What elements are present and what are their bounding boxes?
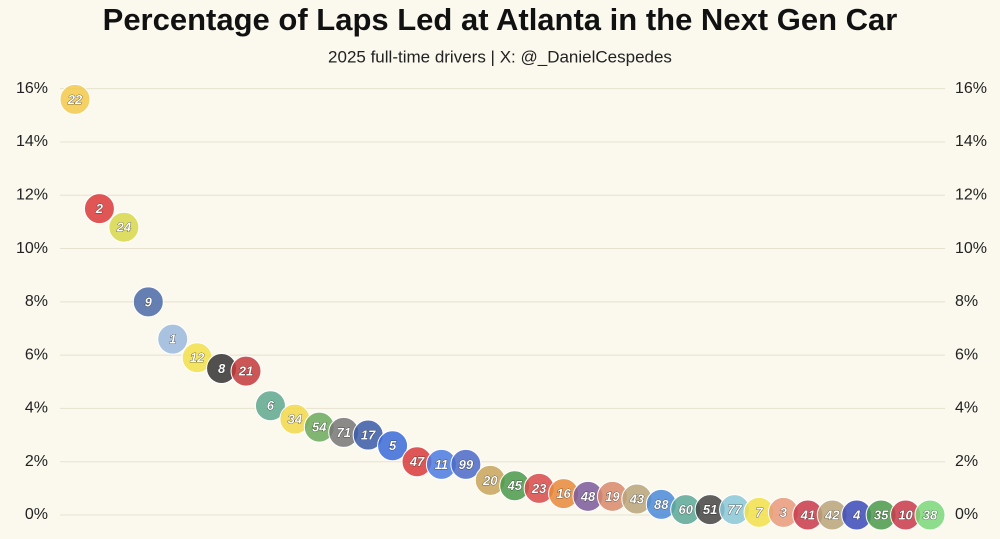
y-tick-label-right: 4%	[955, 400, 978, 417]
point-label: 35	[874, 507, 889, 522]
y-tick-label: 16%	[16, 80, 48, 97]
point	[132, 286, 164, 318]
y-tick-label-right: 14%	[955, 133, 987, 150]
y-tick-label: 2%	[25, 453, 48, 470]
point-label: 8	[218, 361, 226, 376]
point-label: 54	[312, 420, 327, 435]
point	[377, 430, 409, 462]
point-label: 41	[800, 507, 815, 522]
point-label: 51	[703, 502, 717, 517]
point-label: 42	[824, 507, 840, 522]
point-label: 38	[923, 507, 938, 522]
point-label: 60	[678, 502, 693, 517]
point-label: 4	[852, 507, 861, 522]
point-label: 20	[482, 473, 498, 488]
point-label: 45	[506, 478, 522, 493]
point-label: 6	[267, 398, 275, 413]
point-label: 23	[531, 481, 547, 496]
y-tick-label: 6%	[25, 346, 48, 363]
point-label: 3	[780, 505, 788, 520]
point	[108, 211, 140, 243]
y-tick-label: 0%	[25, 506, 48, 523]
point-label: 71	[336, 425, 350, 440]
point-label: 21	[238, 364, 253, 379]
point-label: 77	[727, 502, 742, 517]
y-tick-label-right: 10%	[955, 240, 987, 257]
y-tick-label: 12%	[16, 186, 48, 203]
point-label: 12	[190, 350, 205, 365]
point-label: 24	[116, 220, 132, 235]
point	[450, 448, 482, 480]
y-tick-label-right: 0%	[955, 506, 978, 523]
y-tick-label-right: 16%	[955, 80, 987, 97]
y-tick-label-right: 12%	[955, 186, 987, 203]
point-label: 34	[288, 412, 303, 427]
point-label: 17	[361, 427, 376, 442]
point-label: 22	[67, 92, 83, 107]
point	[83, 193, 115, 225]
point-label: 9	[145, 294, 153, 309]
chart-subtitle: 2025 full-time drivers | X: @_DanielCesp…	[328, 47, 672, 66]
y-tick-label: 14%	[16, 133, 48, 150]
y-tick-label: 4%	[25, 400, 48, 417]
point-label: 2	[95, 201, 104, 216]
point	[230, 355, 262, 387]
point	[59, 83, 91, 115]
point-label: 11	[435, 457, 449, 472]
point-label: 48	[580, 489, 596, 504]
point-label: 1	[169, 332, 176, 347]
y-tick-label: 8%	[25, 293, 48, 310]
point-label: 7	[755, 505, 763, 520]
point-label: 47	[409, 454, 425, 469]
point-label: 16	[556, 486, 571, 501]
point-label: 43	[629, 491, 645, 506]
point-label: 19	[605, 489, 620, 504]
point	[914, 499, 946, 531]
y-tick-label-right: 6%	[955, 346, 978, 363]
point-label: 99	[459, 457, 474, 472]
point-label: 10	[898, 507, 913, 522]
y-tick-label-right: 8%	[955, 293, 978, 310]
point-label: 88	[654, 497, 669, 512]
point-label: 5	[389, 438, 397, 453]
y-tick-label: 10%	[16, 240, 48, 257]
point	[254, 390, 286, 422]
point	[157, 323, 189, 355]
y-tick-label-right: 2%	[955, 453, 978, 470]
chart-title: Percentage of Laps Led at Atlanta in the…	[103, 2, 898, 37]
